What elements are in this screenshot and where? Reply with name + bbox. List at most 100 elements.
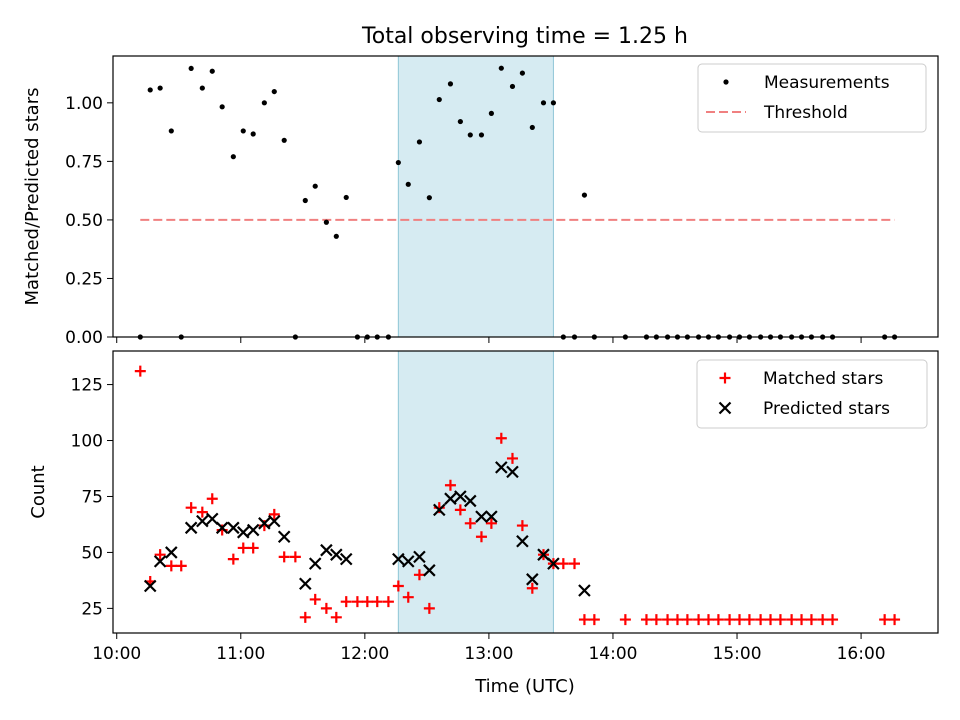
predicted-star-point: [227, 521, 240, 535]
y-tick-label: 1.00: [65, 94, 103, 114]
measurement-point: [436, 96, 442, 103]
predicted-star-point: [495, 461, 508, 474]
measurement-point: [478, 132, 485, 138]
matched-star-point: [805, 614, 817, 626]
measurement-point: [250, 131, 256, 137]
measurement-point: [261, 100, 267, 106]
matched-star-point: [175, 560, 187, 572]
matched-star-point: [165, 560, 177, 572]
predicted-star-point: [392, 552, 405, 566]
matched-star-point: [247, 542, 259, 554]
x-tick-label: 13:00: [464, 644, 513, 664]
y-tick-label: 0.25: [65, 269, 103, 289]
legend-label: Threshold: [763, 103, 848, 123]
predicted-star-point: [320, 543, 333, 557]
ratio-panel: 0.00 0.25 0.50 0.75 1.00 Matched/Predicted s…: [22, 55, 939, 348]
matched-stars-series: [134, 365, 901, 626]
matched-star-point: [495, 432, 507, 444]
y-tick-label: 125: [71, 376, 103, 396]
measurement-point: [529, 124, 535, 131]
matched-star-point: [889, 614, 901, 626]
matched-star-point: [516, 520, 528, 532]
observing-window-span: [397, 55, 554, 338]
legend-label: Predicted stars: [763, 399, 890, 419]
y-tick-label: 0.00: [65, 328, 103, 348]
matched-star-point: [827, 614, 839, 626]
matched-star-point: [330, 611, 342, 623]
legend-label: Matched stars: [763, 369, 883, 389]
legend-box: [696, 359, 928, 429]
predicted-star-point: [277, 530, 291, 544]
measurement-point: [271, 88, 277, 95]
matched-star-point: [650, 614, 662, 626]
matched-star-point: [578, 614, 590, 626]
predicted-star-point: [547, 557, 560, 570]
predicted-star-point: [246, 523, 260, 537]
measurement-point: [498, 65, 504, 71]
measurement-point: [157, 85, 163, 91]
matched-star-point: [588, 614, 600, 626]
matched-star-point: [464, 517, 476, 529]
matched-star-point: [454, 504, 466, 516]
measurement-point: [457, 118, 463, 125]
matched-star-point: [392, 580, 404, 592]
predicted-star-point: [578, 584, 591, 597]
y-tick-label: 75: [81, 487, 103, 507]
measurement-point: [147, 87, 153, 93]
ratio-legend: Measurements Threshold: [697, 63, 927, 133]
predicted-star-point: [258, 517, 271, 530]
legend-marker: [719, 372, 731, 384]
predicted-star-point: [299, 577, 312, 591]
matched-star-point: [413, 569, 425, 581]
legend-label: Measurements: [764, 73, 890, 93]
ratio-x-ticks: [116, 337, 862, 343]
predicted-star-point: [485, 510, 498, 523]
measurement-point: [447, 81, 454, 87]
x-tick-label: 14:00: [588, 644, 637, 664]
measurement-point: [219, 104, 225, 110]
x-tick-label: 11:00: [216, 644, 265, 664]
matched-star-point: [299, 611, 311, 623]
observing-window-span: [397, 350, 554, 634]
count-y-axis: 25 50 75 100 125: [71, 376, 113, 619]
matched-star-point: [640, 614, 652, 626]
matched-star-point: [796, 614, 808, 626]
predicted-star-point: [236, 526, 250, 539]
predicted-star-point: [401, 555, 415, 568]
y-tick-label: 100: [71, 432, 103, 452]
predicted-star-point: [413, 550, 426, 564]
count-y-axis-label: Count: [28, 465, 49, 518]
matched-star-point: [371, 596, 383, 608]
measurement-point: [395, 159, 401, 166]
predicted-star-point: [537, 548, 550, 561]
y-tick-label: 0.75: [65, 152, 103, 172]
legend-marker: [723, 79, 729, 85]
matched-star-point: [526, 582, 538, 594]
matched-star-point: [724, 614, 736, 626]
predicted-stars-series: [143, 461, 591, 597]
time-x-axis-label: Time (UTC): [474, 676, 575, 697]
measurement-point: [519, 70, 525, 76]
matched-star-point: [817, 614, 829, 626]
predicted-star-point: [433, 503, 446, 517]
legend-marker: [718, 401, 732, 415]
y-tick-label: 25: [81, 599, 103, 619]
predicted-star-point: [184, 521, 198, 535]
measurement-point: [426, 195, 432, 201]
predicted-star-point: [308, 557, 322, 570]
matched-star-point: [289, 551, 301, 563]
matched-star-point: [569, 558, 581, 570]
matched-star-point: [185, 502, 197, 514]
predicted-star-point: [475, 510, 488, 523]
predicted-star-point: [516, 534, 529, 548]
x-tick-label: 10:00: [92, 644, 141, 664]
predicted-star-point: [506, 465, 519, 479]
matched-star-point: [227, 553, 239, 565]
matched-star-point: [216, 524, 228, 536]
matched-star-point: [320, 602, 332, 614]
matched-star-point: [444, 479, 456, 491]
count-plot-frame: [112, 350, 939, 634]
matched-star-point: [712, 614, 724, 626]
matched-star-point: [196, 506, 208, 518]
